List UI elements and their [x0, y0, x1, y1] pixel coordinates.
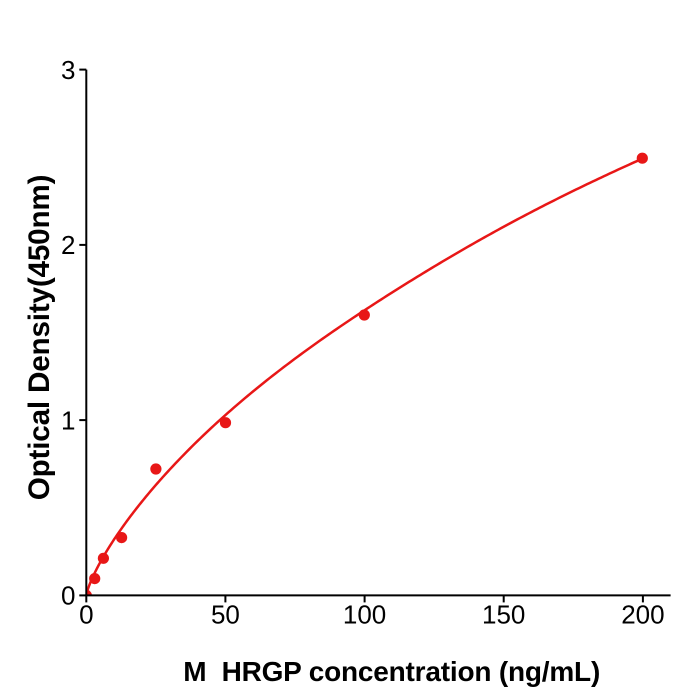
svg-text:Optical Density(450nm): Optical Density(450nm): [23, 175, 56, 501]
svg-text:1: 1: [61, 405, 75, 435]
svg-text:50: 50: [211, 600, 240, 630]
svg-text:100: 100: [343, 600, 386, 630]
svg-text:200: 200: [621, 600, 664, 630]
svg-text:150: 150: [482, 600, 525, 630]
svg-text:M HRGP concentration (ng/mL): M HRGP concentration (ng/mL): [183, 656, 600, 687]
svg-text:2: 2: [61, 230, 75, 260]
svg-text:3: 3: [61, 55, 75, 85]
svg-text:0: 0: [61, 581, 75, 611]
svg-text:0: 0: [79, 600, 93, 630]
